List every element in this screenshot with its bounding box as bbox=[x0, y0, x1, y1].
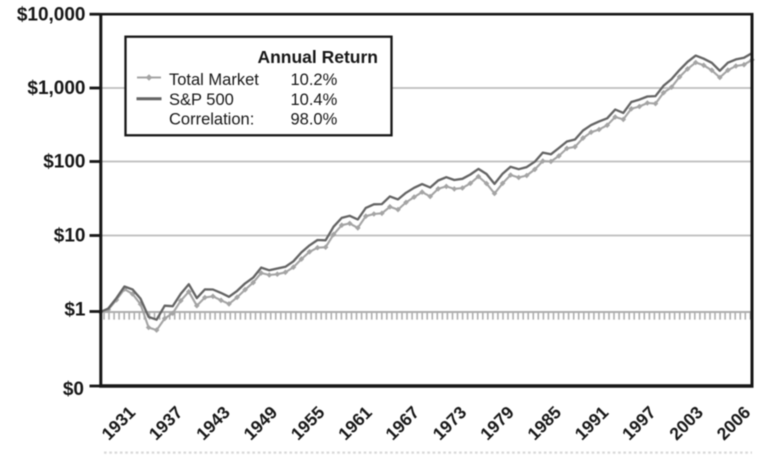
svg-text:Annual Return: Annual Return bbox=[257, 47, 378, 67]
svg-text:10.4%: 10.4% bbox=[291, 91, 338, 109]
svg-text:S&P 500: S&P 500 bbox=[169, 91, 234, 109]
svg-text:$1: $1 bbox=[64, 300, 86, 321]
svg-text:98.0%: 98.0% bbox=[291, 111, 338, 129]
svg-text:$1,000: $1,000 bbox=[27, 78, 85, 99]
svg-text:Total Market: Total Market bbox=[169, 71, 259, 89]
svg-text:$10,000: $10,000 bbox=[17, 4, 86, 25]
svg-text:10.2%: 10.2% bbox=[291, 71, 338, 89]
svg-text:$10: $10 bbox=[54, 226, 86, 247]
svg-text:Correlation:: Correlation: bbox=[169, 111, 254, 129]
svg-text:$100: $100 bbox=[43, 152, 85, 173]
svg-text:$0: $0 bbox=[63, 379, 84, 400]
